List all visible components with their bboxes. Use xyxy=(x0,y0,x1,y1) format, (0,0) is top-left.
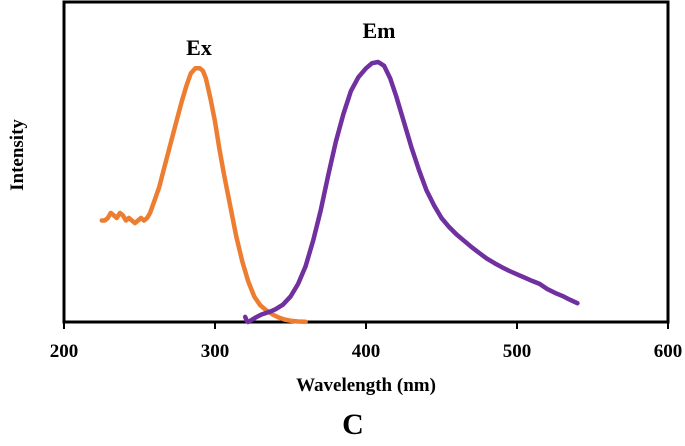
series-label-em: Em xyxy=(363,18,396,43)
series-line-ex xyxy=(99,66,308,324)
plot-frame xyxy=(62,0,670,324)
series-layer xyxy=(99,59,580,325)
y-axis-title: Intensity xyxy=(7,119,28,191)
x-tick-label-500: 500 xyxy=(503,341,532,362)
panel-label: C xyxy=(342,408,364,441)
series-line-em xyxy=(242,59,580,325)
x-tick-label-600: 600 xyxy=(654,341,683,362)
x-axis-ticks xyxy=(63,322,669,329)
x-tick-label-200: 200 xyxy=(50,341,79,362)
x-axis-title: Wavelength (nm) xyxy=(296,375,436,396)
x-tick-label-400: 400 xyxy=(352,341,381,362)
x-tick-label-300: 300 xyxy=(201,341,230,362)
series-label-ex: Ex xyxy=(186,35,212,60)
